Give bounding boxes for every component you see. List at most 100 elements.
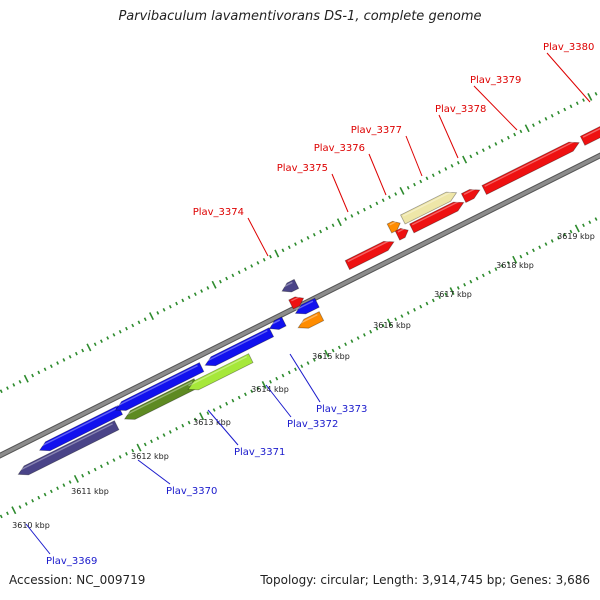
gene-label-plav-3379[interactable]: Plav_3379 (470, 75, 521, 86)
major-tick (386, 318, 392, 327)
gene-block-plav-3375[interactable] (344, 239, 395, 271)
minor-tick (400, 314, 404, 318)
leader-line-plav-3369 (25, 523, 51, 555)
gene-block-plav-3370-b-shape[interactable] (114, 362, 205, 411)
minor-tick (125, 452, 128, 456)
gene-block-plav-3372-b[interactable] (268, 316, 287, 330)
leader-line-plav-3378 (438, 114, 459, 159)
gene-block-plav-3378-b[interactable] (409, 200, 465, 234)
minor-tick (131, 448, 135, 453)
gene-block-plav-3380-b-shape[interactable] (579, 124, 600, 146)
gene-label-plav-3371[interactable]: Plav_3371 (234, 447, 285, 458)
gene-block-plav-3375-shape[interactable] (344, 240, 395, 271)
minor-tick (87, 470, 91, 475)
major-tick (324, 349, 330, 358)
minor-tick (519, 254, 523, 259)
gene-block-plav-3372-shape[interactable] (204, 327, 275, 367)
leader-line-plav-3377 (405, 135, 423, 177)
gene-block-plav-3378-b-shape[interactable] (409, 201, 465, 234)
minor-tick (444, 167, 448, 171)
minor-tick (137, 320, 141, 325)
gene-label-plav-3378[interactable]: Plav_3378 (435, 104, 486, 115)
gene-block-plav-3371-b-shape[interactable] (187, 353, 254, 391)
minor-tick (262, 257, 266, 262)
gene-block-plav-3376-shape[interactable] (394, 227, 409, 241)
leader-line-plav-3379 (473, 85, 518, 131)
gene-block-plav-3374-shape[interactable] (281, 278, 300, 293)
gene-block-plav-3380-shape[interactable] (481, 141, 580, 196)
minor-tick (231, 398, 235, 403)
minor-tick (344, 342, 348, 347)
minor-tick (375, 201, 379, 206)
minor-tick (344, 217, 348, 221)
gene-label-plav-3376[interactable]: Plav_3376 (314, 143, 365, 154)
gene-block-plav-3369-shape[interactable] (17, 420, 120, 476)
minor-tick (431, 298, 435, 303)
minor-tick (356, 211, 360, 215)
gene-block-plav-3380[interactable] (481, 140, 580, 196)
minor-tick (250, 389, 254, 394)
minor-tick (237, 270, 241, 275)
gene-label-plav-3380[interactable]: Plav_3380 (543, 42, 594, 53)
major-tick (11, 506, 17, 515)
gene-block-plav-3380-b[interactable] (579, 123, 600, 146)
gene-block-plav-3370-shape[interactable] (38, 404, 124, 452)
gene-block-plav-3377[interactable] (386, 220, 401, 234)
gene-label-plav-3370[interactable]: Plav_3370 (166, 486, 217, 497)
gene-block-plav-3370-b[interactable] (114, 362, 205, 411)
gene-block-plav-3379[interactable] (460, 187, 481, 204)
gene-block-plav-3369[interactable] (17, 420, 120, 476)
gene-block-plav-3373-shape[interactable] (294, 297, 320, 315)
gene-block-plav-3374-b[interactable] (288, 296, 305, 310)
minor-tick (287, 245, 291, 250)
gene-block-plav-3377-shape[interactable] (386, 220, 401, 234)
minor-tick (450, 164, 454, 168)
gene-block-plav-3372-b-shape[interactable] (268, 316, 287, 330)
minor-tick (494, 267, 498, 271)
genome-title: Parvibaculum lavamentivorans DS-1, compl… (118, 9, 482, 24)
minor-tick (49, 489, 53, 494)
minor-tick (550, 239, 554, 243)
gene-block-plav-3370[interactable] (38, 404, 124, 452)
gene-block-plav-3378-shape[interactable] (400, 191, 458, 225)
gene-block-plav-3373[interactable] (294, 297, 320, 315)
gene-label-plav-3374[interactable]: Plav_3374 (193, 207, 244, 218)
gene-block-plav-3373-highlight (295, 300, 314, 311)
gene-block-plav-3371-b[interactable] (187, 353, 254, 391)
gene-block-plav-3372[interactable] (204, 327, 275, 367)
gene-label-plav-3369[interactable]: Plav_3369 (46, 556, 97, 567)
gene-block-plav-3374[interactable] (281, 278, 300, 293)
minor-tick (563, 232, 567, 237)
minor-tick (312, 232, 316, 237)
gene-block-plav-3376[interactable] (394, 227, 409, 241)
gene-block-plav-3379-shape[interactable] (460, 189, 481, 204)
minor-tick (488, 145, 492, 149)
minor-tick (112, 458, 116, 462)
minor-tick (294, 367, 297, 372)
minor-tick (319, 229, 323, 234)
minor-tick (456, 160, 460, 165)
gene-label-plav-3377[interactable]: Plav_3377 (351, 125, 402, 136)
minor-tick (243, 392, 247, 397)
topology-text: Topology: circular; Length: 3,914,745 bp… (260, 573, 590, 587)
minor-tick (306, 361, 310, 365)
gene-label-plav-3372[interactable]: Plav_3372 (287, 419, 338, 430)
minor-tick (269, 380, 272, 384)
minor-tick (419, 304, 423, 309)
gene-block-plav-3378[interactable] (400, 190, 458, 225)
minor-tick (37, 495, 41, 500)
minor-tick (538, 120, 542, 124)
major-tick (512, 255, 518, 264)
gene-label-plav-3375[interactable]: Plav_3375 (277, 163, 328, 174)
minor-tick (43, 492, 47, 497)
minor-tick (49, 364, 53, 368)
gene-block-plav-3373-b[interactable] (297, 311, 325, 329)
gene-block-plav-3373-b-shape[interactable] (297, 311, 325, 329)
minor-tick (312, 358, 316, 362)
minor-tick (275, 376, 279, 381)
major-tick (574, 224, 580, 233)
gene-label-plav-3373[interactable]: Plav_3373 (316, 404, 367, 415)
minor-tick (294, 242, 297, 246)
gene-block-plav-3374-b-shape[interactable] (288, 296, 305, 310)
major-tick (462, 155, 468, 164)
